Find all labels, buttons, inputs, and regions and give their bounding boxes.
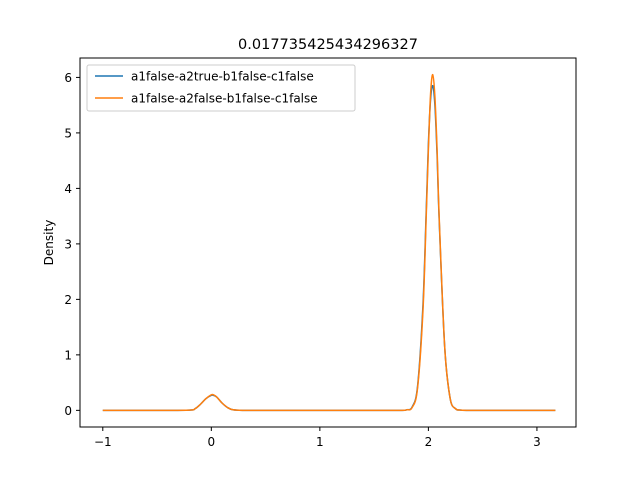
y-tick-label: 3 [64,237,72,251]
x-tick-label: 2 [425,435,433,449]
series-line-1 [102,84,556,412]
series-line-2 [102,73,556,412]
chart-title: 0.017735425434296327 [238,37,418,53]
y-tick-label: 2 [64,293,72,307]
y-tick-label: 1 [64,348,72,362]
y-tick-label: 4 [64,182,72,196]
y-tick-label: 0 [64,404,72,418]
y-axis-label: Density [42,220,56,266]
legend-label-series-1: a1false-a2true-b1false-c1false [131,70,314,84]
x-axis-ticks: −1 0 1 2 3 [94,427,541,449]
legend-box [86,64,356,112]
series-layer [102,73,556,412]
x-tick-label: 1 [316,435,324,449]
plot-frame [79,57,577,428]
y-tick-label: 6 [64,71,72,85]
y-axis-ticks: 0 1 2 3 4 5 6 [64,71,80,418]
x-tick-label: 3 [533,435,541,449]
legend-label-series-2: a1false-a2false-b1false-c1false [131,92,318,106]
y-tick-label: 5 [64,126,72,140]
x-tick-label: 0 [208,435,216,449]
x-tick-label: −1 [94,435,112,449]
legend: a1false-a2true-b1false-c1false a1false-a… [86,64,356,112]
